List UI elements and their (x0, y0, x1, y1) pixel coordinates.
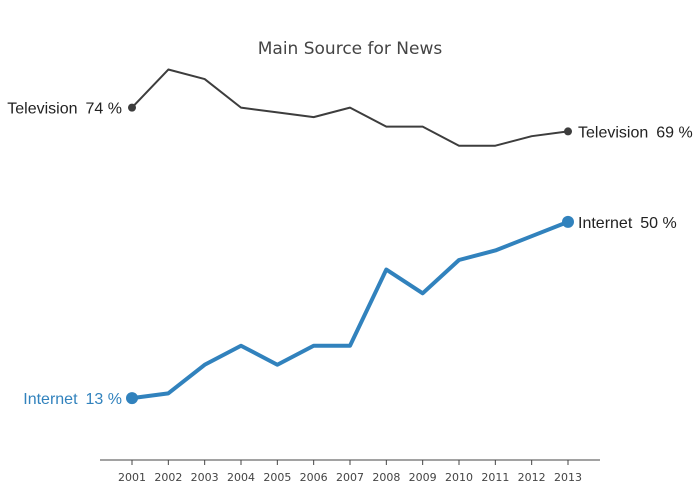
x-tick-label: 2008 (372, 471, 400, 484)
internet-start-label-value: 13 % (86, 391, 122, 408)
internet-start-label-name: Internet (23, 391, 78, 408)
x-tick-label: 2010 (445, 471, 473, 484)
x-axis: 2001 2002 2003 2004 2005 2006 2007 2008 2009 2010… (100, 459, 600, 484)
television-line (131, 68, 569, 147)
x-tick-label: 2007 (336, 471, 364, 484)
x-tick-label: 2005 (263, 471, 291, 484)
x-tick-label: 2003 (191, 471, 219, 484)
x-tick-label: 2013 (554, 471, 582, 484)
x-tick-label: 2001 (118, 471, 146, 484)
television-end-marker (564, 127, 572, 136)
internet-start-marker (126, 392, 138, 405)
x-tick-label: 2006 (300, 471, 328, 484)
series-layer (126, 68, 574, 405)
chart-title: Main Source for News (258, 39, 443, 59)
internet-series (126, 215, 574, 405)
television-end-label-name: Television (578, 124, 648, 141)
internet-line (130, 219, 570, 401)
internet-start-label: Internet 13 % (23, 391, 122, 408)
television-end-label-value: 69 % (656, 124, 692, 141)
internet-end-label: Internet 50 % (578, 215, 677, 232)
television-series (128, 68, 572, 147)
internet-end-label-value: 50 % (640, 215, 676, 232)
end-labels: Television 74 % Television 69 % Internet 13 %… (7, 101, 692, 408)
television-start-label-value: 74 % (86, 101, 122, 118)
x-tick-label: 2004 (227, 471, 255, 484)
internet-end-marker (562, 215, 574, 228)
x-tick-label: 2002 (154, 471, 182, 484)
x-tick-label: 2009 (409, 471, 437, 484)
x-tick-label: 2011 (481, 471, 509, 484)
television-end-label: Television 69 % (578, 124, 693, 141)
x-tick-label: 2012 (518, 471, 546, 484)
television-start-label: Television 74 % (7, 101, 122, 118)
television-start-marker (128, 103, 136, 112)
internet-end-label-name: Internet (578, 215, 633, 232)
television-start-label-name: Television (7, 101, 77, 118)
